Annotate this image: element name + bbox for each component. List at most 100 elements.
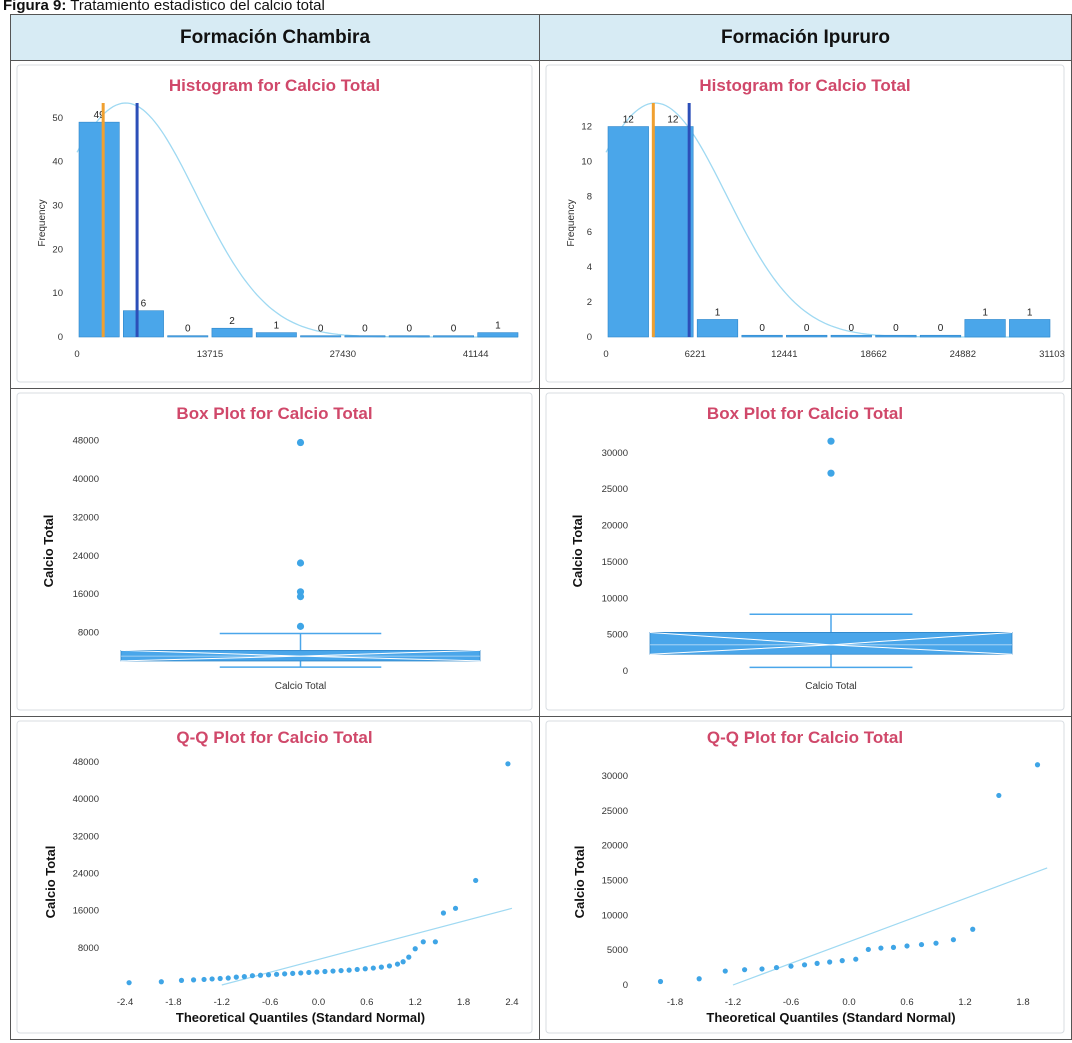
y-tick-label: 10	[52, 288, 63, 299]
qq-point	[440, 910, 447, 916]
qq-point	[265, 972, 272, 978]
x-tick-label: 0.0	[312, 997, 325, 1008]
reference-line	[221, 907, 513, 986]
qq-point	[298, 970, 304, 976]
boxplot-row: Box Plot for Calcio Total Calcio Total 800…	[10, 388, 1072, 717]
x-tick-label: -1.8	[165, 997, 181, 1008]
qq-point	[827, 959, 833, 965]
y-tick-label: 10000	[602, 910, 628, 921]
x-tick-label: 0	[74, 349, 79, 360]
y-tick-label: 32000	[73, 831, 99, 842]
qq-point	[801, 962, 808, 968]
histogram-bar	[607, 126, 649, 338]
qq-point	[257, 972, 264, 978]
histogram-bar	[167, 335, 209, 338]
bar-label: 12	[623, 115, 635, 126]
x-tick-label: 27430	[330, 349, 356, 360]
qq-point	[322, 968, 328, 975]
y-axis-label: Frequency	[37, 199, 48, 246]
histogram-bar	[300, 335, 342, 338]
x-tick-label: 0	[603, 349, 608, 360]
qq-point	[452, 905, 459, 911]
qq-point	[362, 966, 368, 972]
histogram-ipururo-cell: Histogram for Calcio Total Frequency 0 2 4 6 8…	[539, 60, 1072, 389]
bar-label: 2	[229, 316, 235, 327]
y-axis-label: Frequency	[566, 199, 577, 246]
qq-point	[394, 961, 401, 967]
histogram-bar	[433, 335, 474, 338]
x-tick-label: 12441	[771, 349, 797, 360]
x-axis-label: Theoretical Quantiles (Standard Normal)	[706, 1010, 955, 1025]
plot-panel	[545, 720, 1065, 1034]
qq-point	[354, 966, 360, 973]
histogram-bar	[123, 310, 164, 338]
qq-point	[400, 959, 406, 965]
y-tick-label: 0	[623, 980, 628, 991]
y-tick-label: 10	[581, 157, 592, 168]
bar-label: 0	[362, 324, 368, 335]
qq-point	[878, 945, 884, 951]
y-tick-label: 4	[587, 262, 592, 273]
x-tick-label: -1.2	[725, 997, 741, 1008]
reference-line	[732, 867, 1048, 986]
x-tick-label: 41144	[463, 349, 489, 360]
histogram-bar	[78, 121, 120, 338]
x-axis-label: Calcio Total	[275, 681, 327, 692]
qq-point	[918, 941, 925, 948]
chart-title: Histogram for Calcio Total	[699, 76, 910, 95]
qq-point	[201, 976, 207, 983]
x-tick-label: 1.2	[409, 997, 422, 1008]
histogram-bar	[477, 332, 519, 338]
qq-point	[473, 877, 479, 884]
x-tick-label: 0.0	[842, 997, 855, 1008]
boxplot-chambira: Box Plot for Calcio Total Calcio Total 800…	[16, 392, 533, 711]
bar-label: 1	[495, 321, 501, 332]
qq-point	[126, 980, 132, 986]
qq-point	[241, 974, 247, 980]
qqplot-chambira-cell: Q-Q Plot for Calcio Total Calcio Total 800…	[10, 716, 540, 1040]
histogram-bar	[786, 334, 828, 338]
x-axis-label: Calcio Total	[805, 681, 857, 692]
y-tick-label: 20000	[602, 521, 628, 532]
outlier-point	[296, 622, 305, 630]
y-tick-label: 24000	[73, 551, 99, 562]
qq-point	[773, 964, 780, 971]
y-tick-label: 30000	[602, 771, 628, 782]
y-tick-label: 25000	[602, 484, 628, 495]
qq-point	[890, 944, 897, 950]
histogram-bar	[875, 334, 917, 338]
qqplot-ipururo: Q-Q Plot for Calcio Total Calcio Total 0 50…	[545, 720, 1065, 1034]
qq-point	[217, 975, 223, 982]
qq-point	[178, 977, 185, 983]
outlier-point	[827, 469, 835, 477]
qq-point	[759, 966, 765, 972]
qq-point	[225, 975, 231, 981]
y-tick-label: 6	[587, 227, 592, 238]
qq-point	[722, 968, 728, 974]
x-tick-label: 1.8	[457, 997, 470, 1008]
qq-point	[814, 960, 820, 966]
y-tick-label: 8000	[78, 628, 99, 639]
y-tick-label: 25000	[602, 806, 628, 817]
x-tick-label: -2.4	[117, 997, 133, 1008]
y-axis-label: Calcio Total	[570, 515, 585, 588]
histogram-chambira: Histogram for Calcio TotalFrequency01020…	[16, 64, 533, 383]
y-tick-label: 20	[52, 244, 63, 255]
y-tick-label: 24000	[73, 868, 99, 879]
y-tick-label: 40000	[73, 794, 99, 805]
y-tick-label: 16000	[73, 589, 99, 600]
bar-label: 0	[318, 324, 324, 335]
qq-point	[970, 926, 976, 932]
qq-point	[378, 964, 384, 970]
bar-label: 1	[982, 307, 988, 318]
y-tick-label: 48000	[73, 757, 99, 768]
y-tick-label: 20000	[602, 841, 628, 852]
bar-label: 0	[759, 323, 765, 334]
plot-panel	[545, 392, 1065, 711]
y-tick-label: 15000	[602, 875, 628, 886]
figure-table: Formación Chambira Formación Ipururo His…	[10, 14, 1072, 1040]
boxplot-ipururo-cell: Box Plot for Calcio Total Calcio Total 0 50…	[539, 388, 1072, 717]
histogram-bar	[388, 335, 430, 338]
x-tick-label: 31103	[1039, 349, 1065, 360]
bar-label: 1	[1027, 307, 1033, 318]
